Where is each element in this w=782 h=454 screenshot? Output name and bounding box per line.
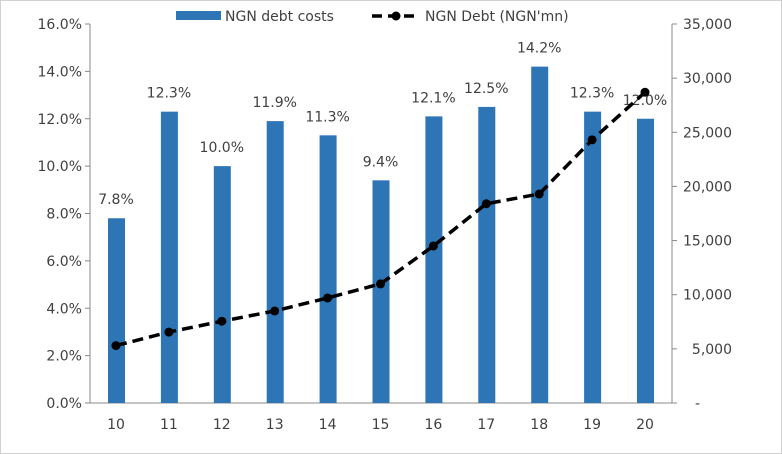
left-tick-label: 12.0% <box>38 112 82 128</box>
legend-bar-label: NGN debt costs <box>225 9 334 25</box>
left-tick-label: 14.0% <box>38 64 82 80</box>
right-tick-label: 25,000 <box>683 125 732 141</box>
bar <box>213 166 231 403</box>
legend-line-marker <box>391 11 401 21</box>
debt-point <box>270 306 280 316</box>
debt-point <box>164 327 174 337</box>
left-tick-label: 16.0% <box>38 17 82 33</box>
bar <box>637 118 654 403</box>
x-tick-label: 20 <box>636 417 654 433</box>
debt-point <box>376 279 385 289</box>
bar-data-label: 12.0% <box>623 93 667 109</box>
right-tick-label: 20,000 <box>683 179 732 195</box>
bar-data-label: 12.5% <box>464 81 508 97</box>
bar <box>531 66 549 403</box>
left-tick-label: 6.0% <box>46 254 82 270</box>
bar <box>108 218 125 403</box>
bar-data-label: 11.9% <box>252 95 296 111</box>
left-tick-label: 8.0% <box>46 207 82 223</box>
bar-data-label: 12.3% <box>570 86 614 102</box>
debt-point <box>217 316 227 326</box>
debt-point <box>534 189 544 199</box>
right-tick-label: 10,000 <box>683 288 732 304</box>
bar-data-label: 12.3% <box>147 86 191 102</box>
debt-point <box>428 241 438 251</box>
bar-data-label: 12.1% <box>411 90 455 106</box>
x-tick-label: 14 <box>319 417 337 433</box>
bar <box>160 111 178 404</box>
x-tick-label: 11 <box>160 417 178 433</box>
right-tick-label: 30,000 <box>683 71 732 87</box>
left-tick-label: 2.0% <box>46 349 82 365</box>
x-tick-label: 18 <box>530 417 548 433</box>
bar-data-label: 10.0% <box>200 140 244 156</box>
bar-data-label: 14.2% <box>517 41 561 57</box>
bar <box>266 121 284 404</box>
x-tick-label: 19 <box>583 417 601 433</box>
right-tick-label: 5,000 <box>692 342 732 358</box>
x-tick-label: 12 <box>213 417 231 433</box>
right-tick-label: 35,000 <box>683 17 732 33</box>
bar <box>584 111 602 404</box>
left-tick-label: 10.0% <box>38 159 82 175</box>
debt-point <box>587 135 597 145</box>
bar <box>478 106 496 403</box>
bar-data-label: 11.3% <box>305 109 349 125</box>
bar <box>425 116 443 403</box>
left-tick-label: 0.0% <box>46 396 82 412</box>
bar-data-label: 9.4% <box>363 154 399 170</box>
legend-bar-swatch <box>176 11 221 20</box>
left-tick-label: 4.0% <box>46 301 82 317</box>
legend-line-label: NGN Debt (NGN'mn) <box>425 9 569 25</box>
x-tick-label: 16 <box>424 417 442 433</box>
debt-point <box>481 199 491 209</box>
x-tick-label: 17 <box>477 417 495 433</box>
debt-point <box>640 87 650 97</box>
bar <box>372 180 390 403</box>
debt-line <box>115 90 647 348</box>
debt-point <box>111 341 121 351</box>
bar-data-label: 7.8% <box>98 192 134 208</box>
x-tick-label: 10 <box>107 417 125 433</box>
right-tick-label: - <box>695 396 700 412</box>
bar <box>319 135 337 404</box>
x-tick-label: 15 <box>372 417 390 433</box>
debt-point <box>323 293 333 303</box>
right-tick-label: 15,000 <box>683 234 732 250</box>
x-tick-label: 13 <box>266 417 284 433</box>
